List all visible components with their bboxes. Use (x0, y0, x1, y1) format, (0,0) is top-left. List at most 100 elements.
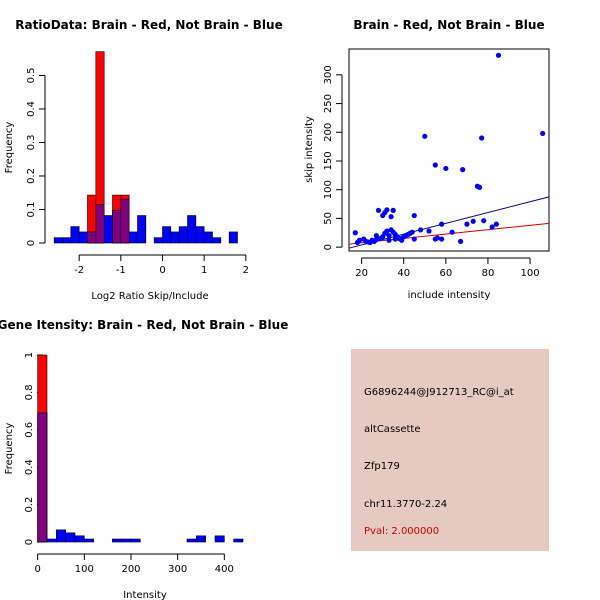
scatter-point (373, 237, 379, 243)
x-axis-label: include intensity (408, 290, 491, 301)
y-tick-label: 50 (323, 212, 334, 225)
scatter-point (352, 230, 358, 236)
y-axis-label: Frequency (4, 122, 15, 174)
scatter-point (434, 235, 441, 241)
info-panel: G6896244@J912713_RC@i_at altCassette Zfp… (351, 349, 549, 551)
bar-not-brain (170, 231, 180, 244)
bar-not-brain (112, 538, 122, 543)
bar-not-brain (228, 231, 238, 244)
bar-not-brain (196, 535, 206, 543)
y-tick-label: 100 (323, 180, 334, 199)
bar-not-brain (187, 215, 197, 244)
bar-not-brain (212, 237, 222, 244)
bar-overlap (95, 204, 105, 244)
scatter-point (411, 236, 417, 242)
scatter-point (495, 52, 502, 58)
x-axis-label: Intensity (123, 590, 167, 600)
x-tick-label: 100 (521, 268, 540, 279)
y-tick-label: 250 (323, 94, 334, 113)
chart-title: Brain - Red, Not Brain - Blue (353, 18, 544, 32)
y-tick-label: 150 (323, 151, 334, 170)
y-tick-label: 0.4 (24, 459, 35, 475)
bar-not-brain (78, 231, 88, 244)
y-tick-label: 0.6 (24, 422, 35, 438)
chart-title: RatioData: Brain - Red, Not Brain - Blue (15, 18, 282, 32)
x-tick-label: -2 (74, 265, 84, 276)
bar-overlap (120, 198, 130, 244)
bar-overlap (87, 231, 97, 244)
x-tick-label: 300 (168, 564, 187, 575)
scatter-point (493, 221, 499, 227)
y-tick-label: 0.2 (24, 497, 35, 513)
y-tick-label: 0 (323, 244, 334, 250)
scatter-point (470, 218, 476, 224)
genomic-location: chr11.3770-2.24 (364, 499, 448, 510)
y-axis-label: Frequency (4, 423, 15, 475)
scatter-point (457, 238, 464, 244)
bar-not-brain (203, 231, 213, 244)
scatter-point (417, 227, 424, 233)
x-tick-label: 1 (201, 265, 207, 276)
x-tick-label: 80 (482, 268, 495, 279)
bar-not-brain (137, 215, 147, 244)
plot-frame (348, 48, 550, 252)
x-tick-label: 2 (243, 265, 249, 276)
scatter-point (390, 207, 396, 213)
x-tick-label: -1 (116, 265, 126, 276)
scatter-point (439, 236, 445, 242)
event-type: altCassette (364, 424, 421, 435)
y-tick-label: 0 (24, 539, 35, 545)
y-tick-label: 1 (24, 352, 35, 358)
y-tick-label: 0.8 (24, 384, 35, 400)
scatter-point (386, 237, 392, 243)
y-axis-label: skip intensity (304, 116, 315, 183)
probe-id: G6896244@J912713_RC@i_at (364, 387, 514, 398)
x-tick-label: 0 (159, 265, 165, 276)
x-tick-label: 20 (355, 268, 368, 279)
scatter-point (481, 218, 487, 224)
bar-not-brain (153, 237, 163, 244)
y-tick-label: 0.4 (26, 101, 37, 117)
bar-not-brain (128, 231, 138, 244)
y-tick-label: 0.2 (26, 168, 37, 184)
bar-not-brain (121, 538, 132, 543)
bar-not-brain (62, 237, 72, 244)
bar-not-brain (84, 538, 94, 543)
bar-not-brain (178, 226, 188, 244)
y-tick-label: 0 (26, 240, 37, 246)
y-tick-label: 300 (323, 65, 334, 84)
scatter-point (386, 233, 392, 239)
x-tick-label: 0 (34, 564, 40, 575)
scatter-point (384, 228, 390, 234)
scatter-point (384, 207, 390, 213)
scatter-point (443, 165, 449, 172)
y-tick-label: 0.5 (26, 68, 37, 84)
pval-text: Pval: 2.000000 (364, 526, 440, 537)
scatter-point (411, 212, 417, 219)
intensity-histogram: 0 100 200 300 400 0 0.2 0.4 0.6 0.8 1 Gene Itensity… (0, 318, 288, 600)
x-tick-label: 400 (215, 564, 234, 575)
scatter-point (356, 237, 363, 243)
bar-not-brain (56, 529, 66, 543)
bar-not-brain (195, 226, 205, 244)
bar-not-brain (103, 215, 113, 244)
bar-not-brain (46, 538, 57, 543)
scatter-point (426, 228, 432, 234)
y-tick-label: 200 (323, 123, 334, 142)
scatter-point (409, 229, 415, 235)
bar-not-brain (70, 226, 80, 244)
ratio-histogram: -2 -1 0 1 2 0 0.1 0.2 0.3 0.4 0.5 RatioData: Brain … (4, 18, 283, 302)
bar-not-brain (162, 226, 172, 244)
chart-title: Gene Itensity: Brain - Red, Not Brain - … (0, 318, 288, 332)
scatter-point (449, 229, 455, 235)
scatter-point (373, 233, 379, 239)
bar-not-brain (74, 535, 85, 543)
bar-overlap (112, 209, 122, 244)
skip-include-scatter: 20 40 60 80 100 0 50 100 150 200 250 300 Brain - Red… (304, 18, 550, 301)
x-tick-label: 100 (75, 564, 94, 575)
x-tick-label: 40 (397, 268, 410, 279)
regression-line (348, 222, 550, 245)
bar-not-brain (233, 538, 244, 543)
scatter-point (388, 214, 394, 220)
bar-not-brain (53, 237, 63, 244)
